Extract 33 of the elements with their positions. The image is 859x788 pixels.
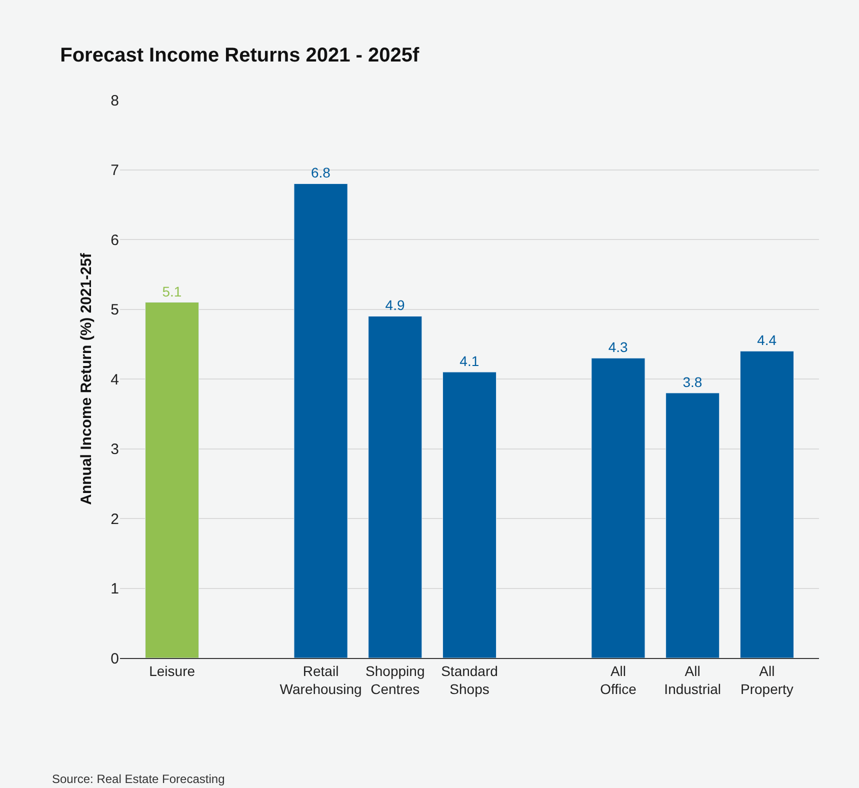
data-label: 5.1 <box>162 283 182 300</box>
x-tick-label: Retail Warehousing <box>280 662 362 697</box>
x-tick-label: Leisure <box>149 662 196 679</box>
y-axis-title: Annual Income Return (%) 2021-25f <box>78 252 95 505</box>
y-tick-label: 5 <box>110 302 119 318</box>
bar <box>666 392 720 658</box>
y-tick-label: 0 <box>110 650 119 668</box>
data-label: 4.1 <box>460 353 480 370</box>
bar <box>294 183 348 658</box>
x-tick-label: All Property <box>740 662 794 697</box>
y-tick-label: 7 <box>110 162 119 179</box>
bar <box>145 302 200 658</box>
bar <box>368 316 422 658</box>
y-tick-label: 8 <box>110 92 119 110</box>
data-label: 3.8 <box>682 374 702 390</box>
data-label: 4.4 <box>757 332 777 348</box>
x-tick-label: All Office <box>600 662 637 697</box>
data-label: 4.9 <box>385 297 405 314</box>
x-tick-label: All Industrial <box>664 662 721 697</box>
y-tick-label: 4 <box>110 371 119 388</box>
x-tick-label: Shopping Centres <box>366 662 425 697</box>
bar <box>740 350 794 658</box>
source-note: Source: Real Estate Forecasting <box>52 772 225 786</box>
bar <box>591 358 646 658</box>
bar <box>442 372 497 658</box>
x-tick-label: Standard Shops <box>441 662 498 697</box>
data-label: 4.3 <box>608 339 628 356</box>
y-tick-label: 1 <box>110 580 119 598</box>
y-tick-label: 6 <box>110 232 119 249</box>
chart-title: Forecast Income Returns 2021 - 2025f <box>60 44 420 66</box>
y-tick-label: 3 <box>110 441 119 458</box>
data-label: 6.8 <box>310 164 331 181</box>
y-tick-label: 2 <box>110 510 119 528</box>
